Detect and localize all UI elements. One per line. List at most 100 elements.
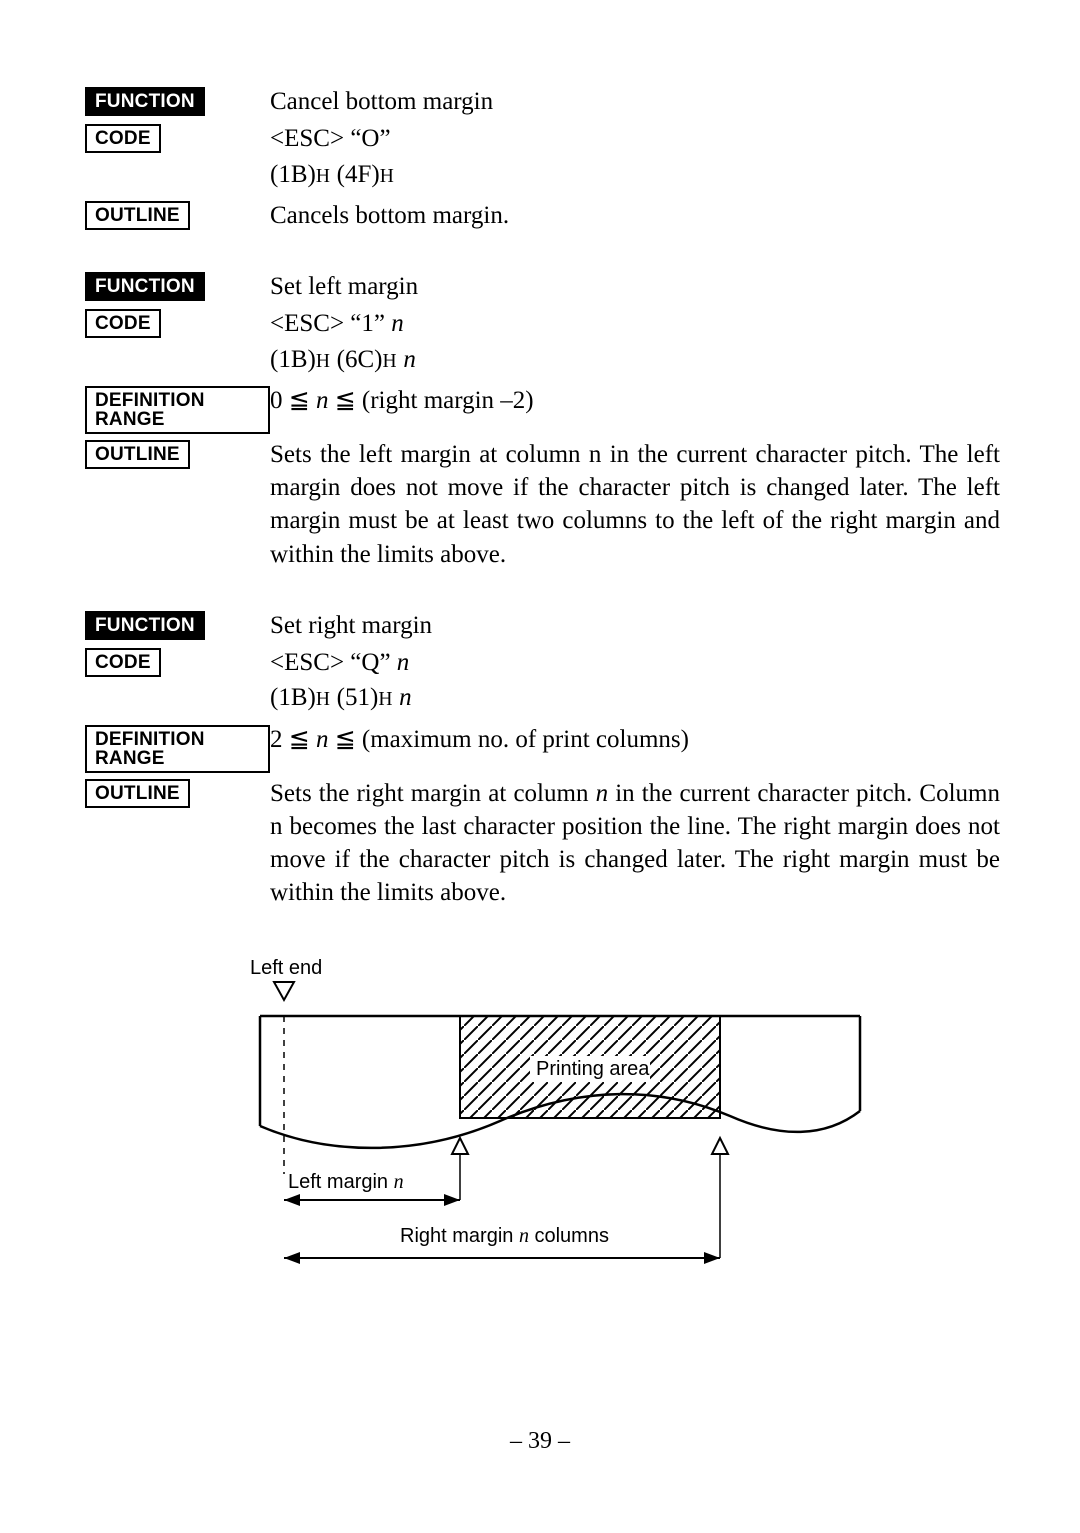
page-number: – 39 –: [0, 1428, 1080, 1455]
row-function-1: FUNCTION Cancel bottom margin: [85, 85, 1000, 118]
text: Cancels bottom margin.: [270, 199, 1000, 232]
gap: [85, 236, 1000, 270]
var-n: n: [403, 346, 416, 373]
text: Left margin: [288, 1171, 394, 1193]
text: Sets the right margin at column: [270, 780, 596, 807]
pointer-left-margin-icon: [452, 1138, 468, 1154]
text: Right margin: [400, 1225, 519, 1247]
text: (1B): [270, 684, 316, 711]
text: Set right margin: [270, 609, 1000, 642]
sec3-outline-text: Sets the right margin at column n in the…: [270, 777, 1000, 910]
paragraph: Sets the right margin at column n in the…: [270, 777, 1000, 910]
label-col: DEFINITION RANGE: [85, 723, 270, 773]
var-n: n: [316, 726, 329, 753]
label-col: DEFINITION RANGE: [85, 384, 270, 434]
var-n: n: [519, 1225, 529, 1247]
code-line-2: (1B)H (51)H n: [270, 681, 1000, 714]
label-col: OUTLINE: [85, 438, 270, 469]
margin-diagram: Left end Printing area Left: [240, 956, 1000, 1281]
text: (1B): [270, 161, 316, 188]
row-outline-1: OUTLINE Cancels bottom margin.: [85, 199, 1000, 232]
code-line-1: <ESC> “O”: [270, 122, 1000, 155]
label-col: OUTLINE: [85, 777, 270, 808]
text: (6C): [330, 346, 382, 373]
var-n: n: [316, 387, 329, 414]
tag-function: FUNCTION: [85, 611, 205, 640]
tag-code: CODE: [85, 648, 161, 677]
var-n: n: [391, 310, 404, 337]
diag-text-right-margin: Right margin n columns: [400, 1225, 609, 1247]
text: (1B): [270, 346, 316, 373]
tag-defrange: DEFINITION RANGE: [85, 386, 270, 434]
tag-outline: OUTLINE: [85, 201, 190, 230]
row-outline-3: OUTLINE Sets the right margin at column …: [85, 777, 1000, 910]
label-col: CODE: [85, 646, 270, 677]
row-code-1: CODE <ESC> “O” (1B)H (4F)H: [85, 122, 1000, 191]
diagram-svg: Left end Printing area Left: [240, 956, 880, 1276]
tag-code: CODE: [85, 309, 161, 338]
var-n: n: [596, 780, 609, 807]
sec3-defrange-text: 2 ≦ n ≦ (maximum no. of print columns): [270, 723, 1000, 756]
text: “O”: [350, 125, 390, 152]
label-col: FUNCTION: [85, 609, 270, 640]
var-n: n: [399, 684, 412, 711]
gap: [85, 575, 1000, 609]
text: Set left margin: [270, 270, 1000, 303]
text: <ESC> “Q”: [270, 649, 397, 676]
tag-outline: OUTLINE: [85, 440, 190, 469]
row-function-3: FUNCTION Set right margin: [85, 609, 1000, 642]
label-col: CODE: [85, 307, 270, 338]
sec3-function-text: Set right margin: [270, 609, 1000, 642]
code-line-2: (1B)H (4F)H: [270, 158, 1000, 191]
sec2-function-text: Set left margin: [270, 270, 1000, 303]
label-col: CODE: [85, 122, 270, 153]
hex-h: H: [378, 689, 393, 710]
tag-function: FUNCTION: [85, 87, 205, 116]
tag-outline: OUTLINE: [85, 779, 190, 808]
text: columns: [529, 1225, 609, 1247]
text: Sets the left margin at column n in the …: [270, 438, 1000, 571]
var-n: n: [394, 1171, 404, 1193]
code-line-1: <ESC> “1” n: [270, 307, 1000, 340]
text: Cancel bottom margin: [270, 85, 1000, 118]
row-outline-2: OUTLINE Sets the left margin at column n…: [85, 438, 1000, 571]
tag-function: FUNCTION: [85, 272, 205, 301]
hex-h: H: [380, 166, 395, 187]
hex-h: H: [316, 689, 331, 710]
text: <ESC> “1”: [270, 310, 391, 337]
diag-text-left-end: Left end: [250, 957, 322, 979]
sec2-defrange-text: 0 ≦ n ≦ (right margin –2): [270, 384, 1000, 417]
hex-h: H: [316, 166, 331, 187]
sec3-code-block: <ESC> “Q” n (1B)H (51)H n: [270, 646, 1000, 715]
code-line-1: <ESC> “Q” n: [270, 646, 1000, 679]
pointer-left-end-icon: [274, 982, 294, 1000]
hex-h: H: [316, 351, 331, 372]
page: FUNCTION Cancel bottom margin CODE <ESC>…: [0, 0, 1080, 1533]
code-line-2: (1B)H (6C)H n: [270, 343, 1000, 376]
text: 0 ≦: [270, 387, 316, 414]
row-code-3: CODE <ESC> “Q” n (1B)H (51)H n: [85, 646, 1000, 715]
sec1-code-block: <ESC> “O” (1B)H (4F)H: [270, 122, 1000, 191]
text: (51): [330, 684, 378, 711]
pointer-right-margin-icon: [712, 1138, 728, 1154]
label-col: FUNCTION: [85, 85, 270, 116]
row-defrange-2: DEFINITION RANGE 0 ≦ n ≦ (right margin –…: [85, 384, 1000, 434]
row-defrange-3: DEFINITION RANGE 2 ≦ n ≦ (maximum no. of…: [85, 723, 1000, 773]
sec1-function-text: Cancel bottom margin: [270, 85, 1000, 118]
text: (4F): [330, 161, 379, 188]
label-col: FUNCTION: [85, 270, 270, 301]
sec1-outline-text: Cancels bottom margin.: [270, 199, 1000, 232]
sec2-outline-text: Sets the left margin at column n in the …: [270, 438, 1000, 571]
text: <ESC>: [270, 125, 350, 152]
sec2-code-block: <ESC> “1” n (1B)H (6C)H n: [270, 307, 1000, 376]
row-function-2: FUNCTION Set left margin: [85, 270, 1000, 303]
var-n: n: [397, 649, 410, 676]
inequality: 0 ≦ n ≦ (right margin –2): [270, 384, 1000, 417]
tag-defrange: DEFINITION RANGE: [85, 725, 270, 773]
diag-text-printing-area: Printing area: [536, 1058, 650, 1080]
hex-h: H: [383, 351, 398, 372]
tag-code: CODE: [85, 124, 161, 153]
text: ≦ (maximum no. of print columns): [328, 726, 689, 753]
diag-text-left-margin: Left margin n: [288, 1171, 404, 1193]
text: 2 ≦: [270, 726, 316, 753]
